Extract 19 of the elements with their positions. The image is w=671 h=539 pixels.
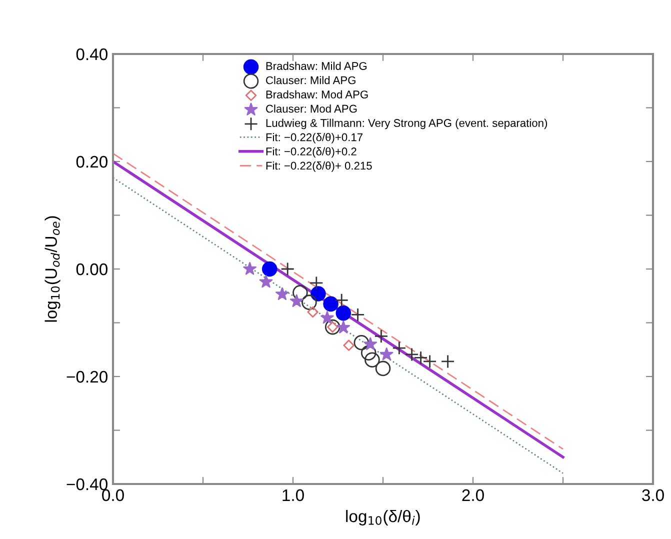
y-tick-label: −0.20 bbox=[66, 370, 108, 383]
legend-label: Fit: −0.22(δ/θ)+0.2 bbox=[266, 147, 356, 158]
y-tick-label: 0.40 bbox=[76, 48, 108, 60]
y-axis-title: log$_{10}$(U$_{od}$/U$_{oe}$) bbox=[44, 216, 60, 322]
x-tick-label: 1.0 bbox=[282, 489, 304, 502]
x-tick-label: 2.0 bbox=[462, 489, 484, 502]
legend-label: Fit: −0.22(δ/θ)+0.17 bbox=[266, 133, 362, 144]
legend-label: Bradshaw: Mod APG bbox=[266, 90, 368, 98]
x-axis-title: log$_{10}$(δ/θ$_{i}$) bbox=[346, 510, 420, 526]
y-tick-label: −0.40 bbox=[66, 478, 108, 490]
x-tick-label: 3.0 bbox=[642, 489, 664, 502]
legend-label: Clauser: Mod APG bbox=[266, 104, 357, 113]
x-tick-label: 0.0 bbox=[102, 489, 124, 502]
y-tick-label: 0.00 bbox=[76, 263, 108, 276]
legend-label: Bradshaw: Mild APG bbox=[266, 62, 367, 70]
legend-label: Clauser: Mild APG bbox=[266, 76, 356, 84]
legend-label: Fit: −0.22(δ/θ)+ 0.215 bbox=[266, 162, 372, 172]
y-tick-label: 0.20 bbox=[76, 156, 108, 168]
legend-label: Ludwieg & Tillmann: Very Strong APG (event. separation) bbox=[266, 118, 548, 130]
